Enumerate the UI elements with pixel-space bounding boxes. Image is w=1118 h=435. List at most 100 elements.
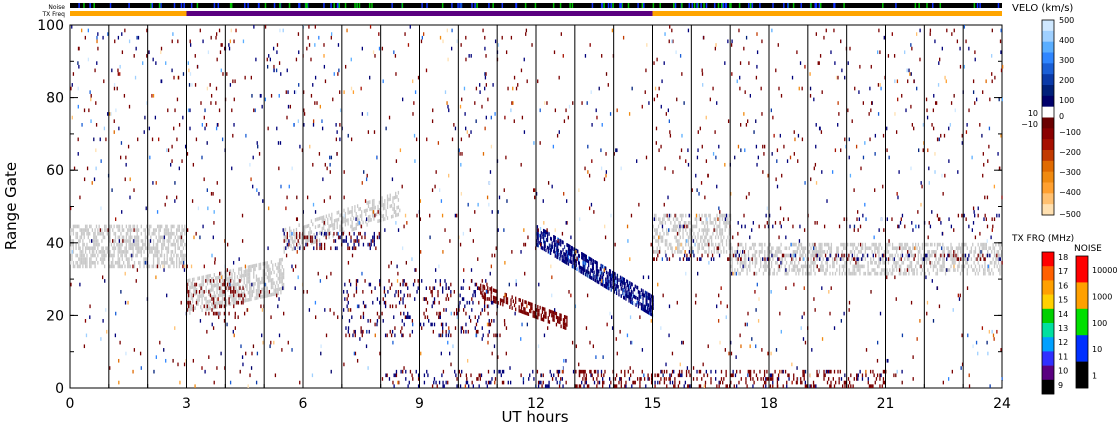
ground-scatter-cell [176,264,178,269]
ground-scatter-cell [753,246,755,251]
ground-scatter-cell [810,264,812,269]
velocity-cell [834,148,837,153]
ground-scatter-cell [80,250,83,254]
ground-scatter-cell [132,224,134,229]
ground-scatter-cell [932,250,934,254]
velocity-cell [702,83,704,87]
velocity-cell [595,260,597,265]
velocity-cell [462,279,465,283]
noise-mark [354,3,356,8]
ground-scatter-cell [716,250,718,254]
velocity-cell [226,268,228,272]
velocity-cell [545,311,547,316]
velocity-cell [677,373,680,378]
velocity-cell [515,282,517,287]
ground-scatter-cell [917,257,920,261]
ground-scatter-cell [947,268,949,272]
ground-scatter-cell [969,250,971,254]
ground-scatter-cell [668,228,671,232]
velocity-cell [640,288,643,292]
ground-scatter-cell [953,268,955,272]
velocity-cell [558,369,561,374]
velocity-cell [823,373,825,378]
ground-scatter-cell [708,213,710,218]
ground-scatter-cell [103,228,106,232]
velocity-cell [487,369,490,374]
velocity-cell [538,282,540,287]
velocity-cell [977,206,979,211]
velocity-cell [764,224,766,229]
velocity-cell [624,373,626,378]
velocity-cell [465,380,468,385]
ground-scatter-cell [853,268,856,272]
velocity-cell [788,373,790,378]
velocity-cell [294,246,296,251]
velocity-cell [629,296,632,300]
velocity-cell [313,246,315,251]
velocity-cell [580,266,582,270]
velocity-cell [635,292,637,296]
velocity-cell [559,316,561,321]
velocity-cell [574,266,577,271]
velocity-cell [417,286,419,290]
ground-scatter-cell [704,250,706,254]
ground-scatter-cell [255,292,258,297]
ground-scatter-cell [672,224,675,229]
velocity-cell [912,377,914,381]
ground-scatter-cell [82,250,84,254]
ground-scatter-cell [804,253,807,258]
ground-scatter-cell [201,308,203,313]
velocity-cell [656,57,658,62]
ground-scatter-cell [202,293,205,298]
velocity-cell [747,119,749,124]
velocity-cell [619,275,622,280]
velocity-cell [920,264,922,269]
ground-scatter-cell [343,215,345,220]
velocity-cell [869,369,872,374]
ground-scatter-cell [70,260,72,265]
ground-scatter-cell [227,280,229,285]
ground-scatter-cell [158,224,160,229]
ground-scatter-cell [826,260,828,265]
velocity-cell [267,246,269,251]
velocity-cell [299,235,301,240]
ground-scatter-cell [125,253,128,258]
ground-scatter-cell [76,224,79,229]
velocity-cell [710,257,713,261]
velocity-cell [90,119,92,124]
ground-scatter-cell [874,242,876,247]
ground-scatter-cell [943,264,945,269]
velocity-cell [401,326,403,330]
velocity-cell [543,243,546,248]
ground-scatter-cell [378,200,381,205]
ground-scatter-cell [229,302,232,306]
ground-scatter-cell [978,264,981,269]
ground-scatter-cell [693,231,695,236]
ground-scatter-cell [217,282,220,287]
ground-scatter-cell [667,217,669,222]
ground-scatter-cell [344,211,347,216]
ground-scatter-cell [679,213,681,218]
velocity-cell [433,297,436,301]
ground-scatter-cell [127,228,129,232]
velocity-cell [468,54,470,58]
velocity-cell [748,369,751,374]
velocity-cell [542,199,544,203]
velocity-cell [815,384,817,388]
velocity-cell [957,257,960,261]
ground-scatter-cell [208,303,210,307]
velocity-cell [305,235,307,240]
velocity-cell [482,284,484,289]
velocity-cell [563,322,566,326]
velocity-cell [353,329,355,334]
velocity-cell [748,257,750,261]
velocity-cell [985,217,987,222]
ground-scatter-cell [739,264,741,269]
ground-scatter-cell [882,257,884,261]
ground-scatter-cell [347,211,349,215]
ground-scatter-cell [255,296,258,300]
ground-scatter-cell [75,235,77,240]
velocity-cell [639,315,641,320]
velocity-cell [474,210,476,214]
velocity-cell [553,245,555,250]
